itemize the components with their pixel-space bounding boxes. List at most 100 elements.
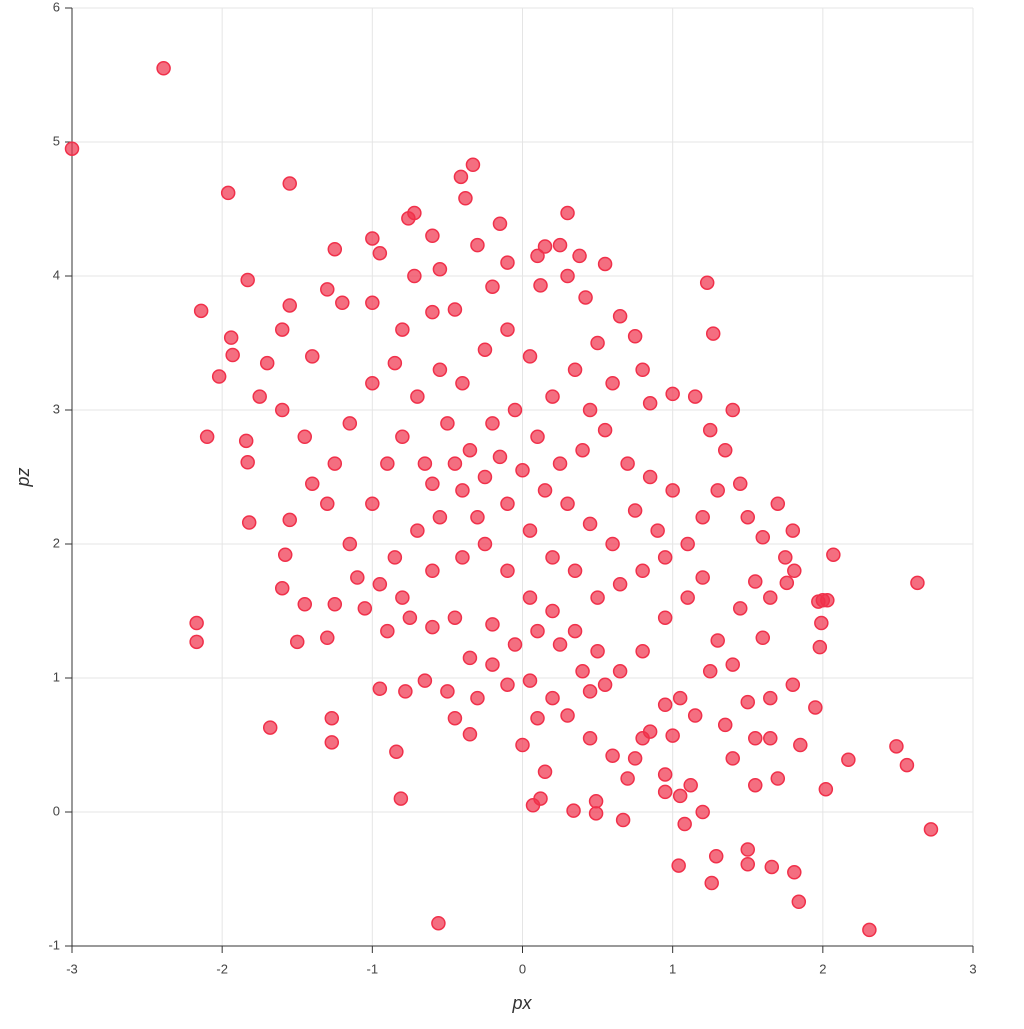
point (485, 416, 500, 431)
point (597, 256, 613, 272)
point (492, 449, 508, 465)
point (582, 402, 598, 418)
point (665, 386, 680, 402)
point (189, 615, 204, 631)
point (372, 681, 388, 696)
point (470, 690, 485, 706)
point (500, 496, 515, 512)
point (530, 710, 545, 726)
point (732, 476, 748, 491)
point (635, 563, 650, 579)
point (485, 617, 500, 632)
point (657, 784, 673, 800)
point (297, 597, 313, 612)
point (530, 248, 545, 264)
point (64, 141, 80, 156)
point (708, 848, 724, 864)
point (440, 416, 455, 431)
point (763, 731, 778, 746)
point (324, 710, 340, 726)
point (465, 157, 481, 173)
point (582, 684, 598, 699)
point (500, 255, 515, 270)
point (431, 915, 446, 931)
point (425, 619, 440, 635)
point (740, 694, 755, 710)
point (470, 237, 485, 253)
point (407, 205, 422, 221)
point (732, 601, 748, 616)
point (522, 590, 538, 605)
point (702, 422, 718, 438)
point (485, 657, 500, 672)
point (365, 231, 380, 246)
point (500, 563, 515, 579)
point (695, 804, 710, 820)
point (545, 603, 560, 619)
y-tick-label: 6 (53, 0, 60, 14)
point (455, 483, 470, 498)
point (447, 456, 463, 471)
point (793, 737, 808, 753)
y-tick-label: 4 (53, 267, 60, 282)
point (290, 634, 305, 650)
point (567, 362, 583, 378)
point (785, 523, 801, 538)
point (665, 483, 680, 498)
point (252, 389, 267, 404)
point (425, 563, 440, 579)
point (477, 469, 493, 485)
point (582, 731, 598, 746)
point (575, 442, 590, 458)
point (812, 639, 828, 655)
point (566, 803, 581, 818)
point (447, 610, 463, 625)
point (458, 191, 473, 206)
y-tick-label: 3 (53, 401, 60, 416)
point (470, 509, 485, 525)
point (220, 185, 236, 201)
point (763, 690, 778, 706)
point (899, 757, 915, 773)
point (677, 816, 692, 832)
point (710, 633, 725, 648)
point (537, 239, 553, 254)
point (923, 822, 939, 837)
y-tick-label: 0 (53, 803, 60, 818)
point (672, 788, 688, 804)
point (560, 205, 575, 221)
point (635, 643, 650, 659)
point (612, 664, 628, 679)
point (447, 710, 463, 726)
point (763, 590, 778, 605)
point (699, 275, 715, 290)
point (447, 302, 463, 317)
point (407, 268, 422, 284)
point (537, 764, 553, 780)
point (417, 673, 433, 688)
point (241, 515, 257, 530)
point (410, 523, 425, 538)
point (560, 268, 575, 284)
point (764, 859, 780, 875)
point (597, 422, 613, 438)
point (193, 303, 209, 319)
point (605, 375, 620, 391)
point (380, 623, 395, 639)
point (477, 536, 493, 552)
point (572, 248, 587, 264)
point (748, 777, 763, 793)
point (725, 751, 740, 766)
point (425, 228, 440, 244)
point (826, 547, 841, 562)
point (189, 634, 204, 650)
point (748, 731, 763, 746)
point (704, 875, 719, 891)
point (612, 308, 628, 324)
point (365, 295, 380, 311)
point (417, 456, 433, 471)
point (462, 650, 478, 666)
x-tick-label: 1 (669, 961, 676, 976)
point (440, 684, 455, 699)
point (211, 369, 227, 384)
